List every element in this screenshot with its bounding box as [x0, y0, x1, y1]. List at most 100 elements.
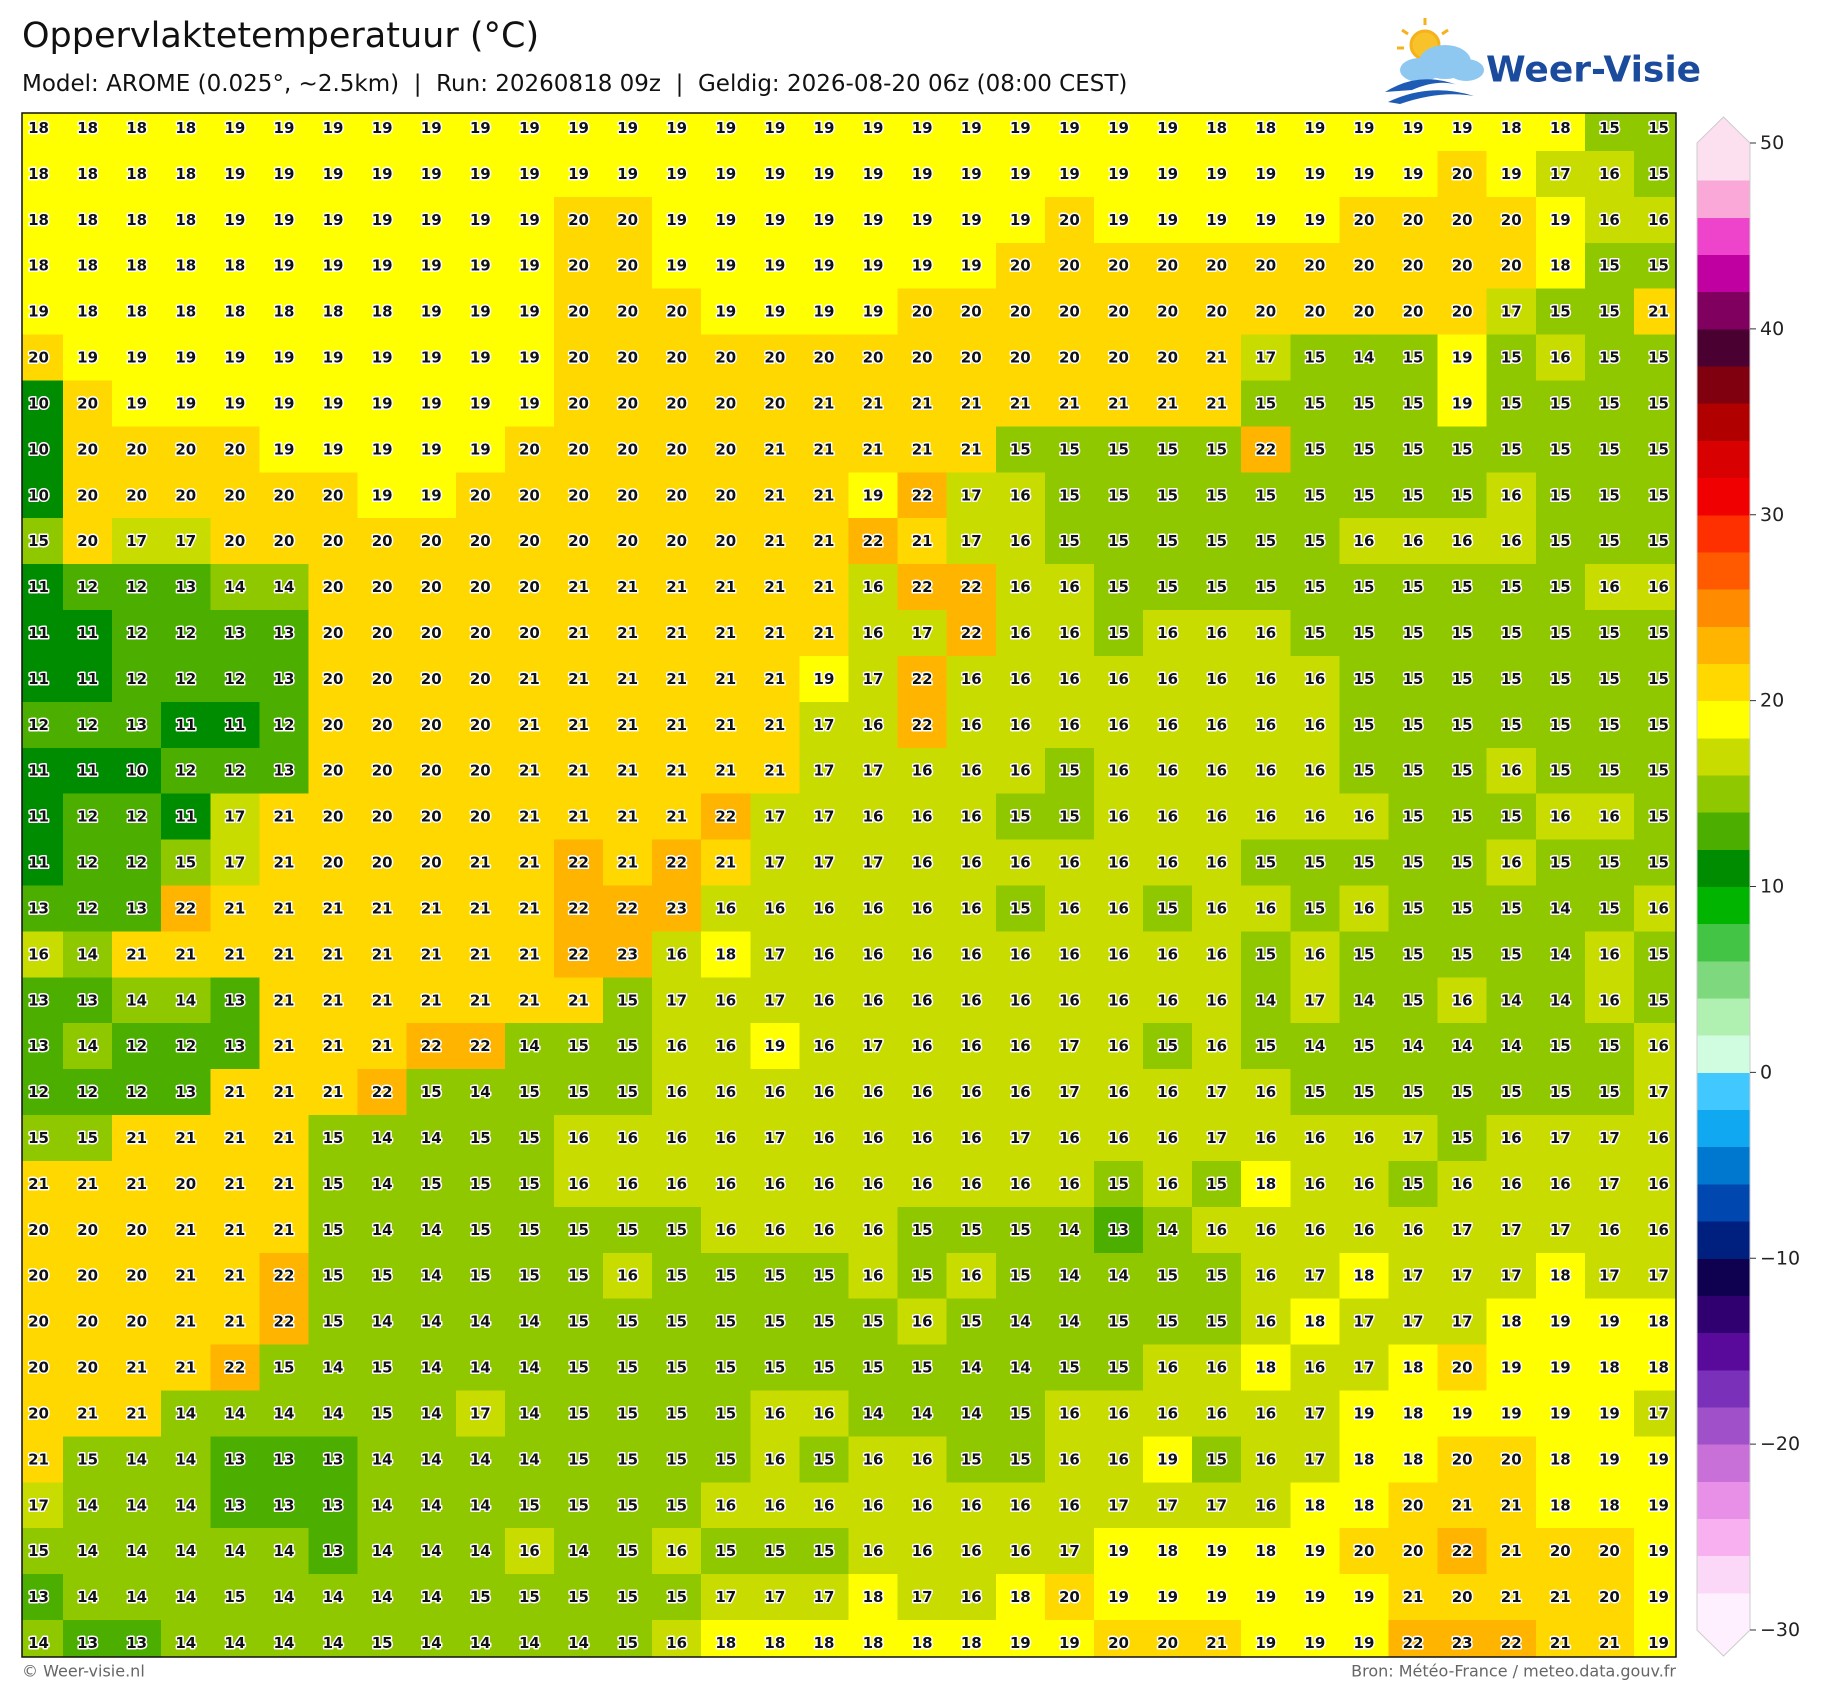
temperature-value: 15 — [1354, 762, 1375, 780]
temperature-value: 16 — [863, 945, 884, 963]
temperature-cell — [799, 610, 850, 657]
colorbar-band — [1697, 143, 1750, 181]
temperature-value: 21 — [126, 1129, 147, 1147]
temperature-cell — [1093, 1528, 1144, 1575]
temperature-cell — [308, 793, 359, 841]
temperature-value: 20 — [175, 1175, 196, 1193]
temperature-value: 21 — [28, 1450, 49, 1468]
temperature-cell — [1241, 931, 1291, 978]
temperature-cell — [63, 655, 113, 703]
temperature-value: 19 — [764, 1037, 785, 1055]
temperature-cell — [995, 196, 1046, 244]
temperature-cell — [161, 977, 211, 1024]
temperature-cell — [112, 655, 162, 703]
colorbar-tick-label: 40 — [1760, 318, 1784, 340]
temperature-cell — [1093, 885, 1144, 933]
temperature-value: 19 — [912, 257, 933, 275]
temperature-cell — [995, 242, 1046, 290]
temperature-value: 15 — [1108, 440, 1129, 458]
temperature-value: 21 — [715, 762, 736, 780]
temperature-cell — [652, 1482, 702, 1529]
temperature-value: 13 — [1108, 1221, 1129, 1239]
temperature-cell — [799, 977, 850, 1024]
temperature-value: 14 — [224, 578, 245, 596]
temperature-value: 16 — [617, 1129, 638, 1147]
temperature-value: 21 — [126, 1175, 147, 1193]
temperature-cell — [1290, 518, 1341, 565]
temperature-cell — [553, 931, 604, 978]
temperature-cell — [799, 1390, 850, 1438]
temperature-value: 19 — [814, 257, 835, 275]
temperature-value: 16 — [814, 1175, 835, 1193]
temperature-cell — [1241, 564, 1291, 611]
temperature-cell — [799, 334, 850, 382]
temperature-value: 15 — [1059, 762, 1080, 780]
temperature-value: 21 — [470, 854, 491, 872]
temperature-value: 22 — [1403, 1634, 1424, 1652]
temperature-cell — [210, 655, 261, 703]
temperature-value: 14 — [175, 991, 196, 1009]
temperature-value: 15 — [617, 1037, 638, 1055]
temperature-cell — [848, 472, 899, 519]
temperature-value: 19 — [715, 119, 736, 137]
temperature-cell — [652, 1528, 702, 1575]
temperature-value: 17 — [1206, 1496, 1227, 1514]
temperature-value: 18 — [1304, 1496, 1325, 1514]
temperature-value: 15 — [519, 1221, 540, 1239]
temperature-value: 21 — [274, 1221, 295, 1239]
temperature-value: 16 — [1501, 532, 1522, 550]
temperature-cell — [112, 701, 162, 749]
temperature-cell — [1044, 793, 1095, 841]
temperature-value: 17 — [1304, 1404, 1325, 1422]
temperature-value: 14 — [274, 1404, 295, 1422]
temperature-cell — [1143, 150, 1193, 198]
temperature-value: 16 — [1304, 762, 1325, 780]
temperature-cell — [1290, 1069, 1341, 1116]
temperature-value: 17 — [863, 762, 884, 780]
temperature-value: 16 — [1059, 716, 1080, 734]
temperature-cell — [22, 1344, 64, 1392]
temperature-value: 19 — [274, 349, 295, 367]
temperature-value: 17 — [1059, 1083, 1080, 1101]
temperature-cell — [1339, 113, 1390, 152]
temperature-cell — [210, 839, 261, 887]
temperature-value: 15 — [1501, 349, 1522, 367]
temperature-value: 17 — [1255, 349, 1276, 367]
temperature-value: 15 — [1501, 394, 1522, 412]
temperature-cell — [210, 1620, 261, 1657]
temperature-value: 16 — [1550, 349, 1571, 367]
temperature-cell — [1633, 1298, 1676, 1346]
temperature-cell — [504, 288, 555, 336]
temperature-cell — [652, 885, 702, 933]
temperature-cell — [455, 977, 506, 1024]
colorbar-band — [1697, 328, 1750, 367]
temperature-value: 19 — [715, 165, 736, 183]
temperature-cell — [553, 1115, 604, 1162]
temperature-cell — [1486, 196, 1537, 244]
temperature-value: 18 — [175, 119, 196, 137]
temperature-cell — [1584, 1620, 1635, 1657]
temperature-value: 15 — [372, 1359, 393, 1377]
temperature-cell — [504, 242, 555, 290]
colorbar-band — [1697, 960, 1750, 999]
temperature-value: 15 — [323, 1175, 344, 1193]
temperature-cell — [504, 1298, 555, 1346]
temperature-cell — [553, 426, 604, 473]
temperature-cell — [1633, 977, 1676, 1024]
temperature-cell — [897, 747, 948, 795]
temperature-cell — [1044, 1206, 1095, 1254]
temperature-cell — [1241, 150, 1291, 198]
temperature-value: 18 — [1550, 257, 1571, 275]
subtitle: Model: AROME (0.025°, ~2.5km) | Run: 202… — [22, 71, 1127, 97]
temperature-cell — [1437, 1206, 1488, 1254]
temperature-value: 16 — [568, 1129, 589, 1147]
temperature-value: 18 — [224, 257, 245, 275]
temperature-cell — [1437, 1574, 1488, 1621]
temperature-cell — [1093, 1252, 1144, 1300]
temperature-value: 16 — [1599, 945, 1620, 963]
temperature-cell — [161, 1160, 211, 1208]
temperature-value: 21 — [568, 991, 589, 1009]
temperature-value: 18 — [126, 303, 147, 321]
temperature-cell — [799, 1115, 850, 1162]
temperature-cell — [161, 472, 211, 519]
